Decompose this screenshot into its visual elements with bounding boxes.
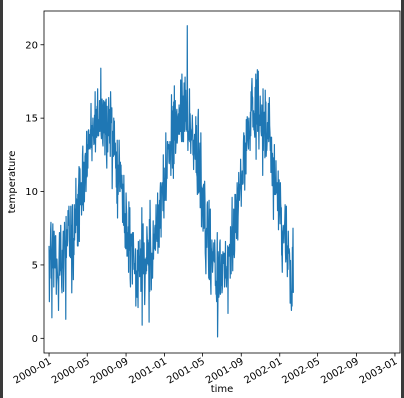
x-tick-label-8: 2002-09 <box>319 356 361 386</box>
x-tick-label-5: 2001-09 <box>204 356 246 386</box>
x-tick-label-9: 2003-01 <box>358 356 400 386</box>
x-tick-label-1: 2000-05 <box>50 356 92 386</box>
x-axis-label: time <box>211 384 234 395</box>
window-edge-left <box>0 0 3 398</box>
y-tick-label-0: 0 <box>32 334 38 345</box>
y-axis-label: temperature <box>7 151 18 214</box>
window-edge-right <box>401 0 404 398</box>
y-tick-label-2: 10 <box>25 187 38 198</box>
y-tick-label-4: 20 <box>25 40 38 51</box>
series-line-0 <box>48 25 294 338</box>
y-tick-label-1: 5 <box>32 260 38 271</box>
series-layer <box>48 25 294 338</box>
x-tick-label-6: 2002-01 <box>243 356 285 386</box>
x-tick-label-0: 2000-01 <box>12 356 54 386</box>
y-axis-ticks: 0 5 10 15 20 <box>25 40 44 345</box>
x-tick-label-7: 2002-05 <box>280 356 322 386</box>
x-axis-ticks: 2000-012000-052000-092001-012001-052001-… <box>12 353 400 386</box>
axes-frame <box>43 10 401 354</box>
x-tick-label-4: 2001-05 <box>165 356 207 386</box>
x-tick-label-3: 2001-01 <box>127 356 169 386</box>
y-tick-label-3: 15 <box>25 114 38 125</box>
x-tick-label-2: 2000-09 <box>89 356 131 386</box>
